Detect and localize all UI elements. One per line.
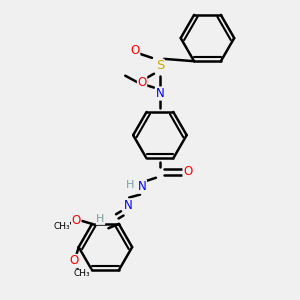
Text: N: N xyxy=(138,180,146,193)
Text: H: H xyxy=(126,180,134,190)
Text: O: O xyxy=(183,165,192,178)
Text: CH₃: CH₃ xyxy=(73,269,90,278)
Text: O: O xyxy=(130,44,140,57)
Text: N: N xyxy=(124,199,133,212)
Text: S: S xyxy=(156,59,164,72)
Text: O: O xyxy=(72,214,81,227)
Text: O: O xyxy=(69,254,78,268)
Text: N: N xyxy=(155,87,164,100)
Text: O: O xyxy=(137,76,147,89)
Text: CH₃: CH₃ xyxy=(53,222,70,231)
Text: H: H xyxy=(96,214,105,224)
